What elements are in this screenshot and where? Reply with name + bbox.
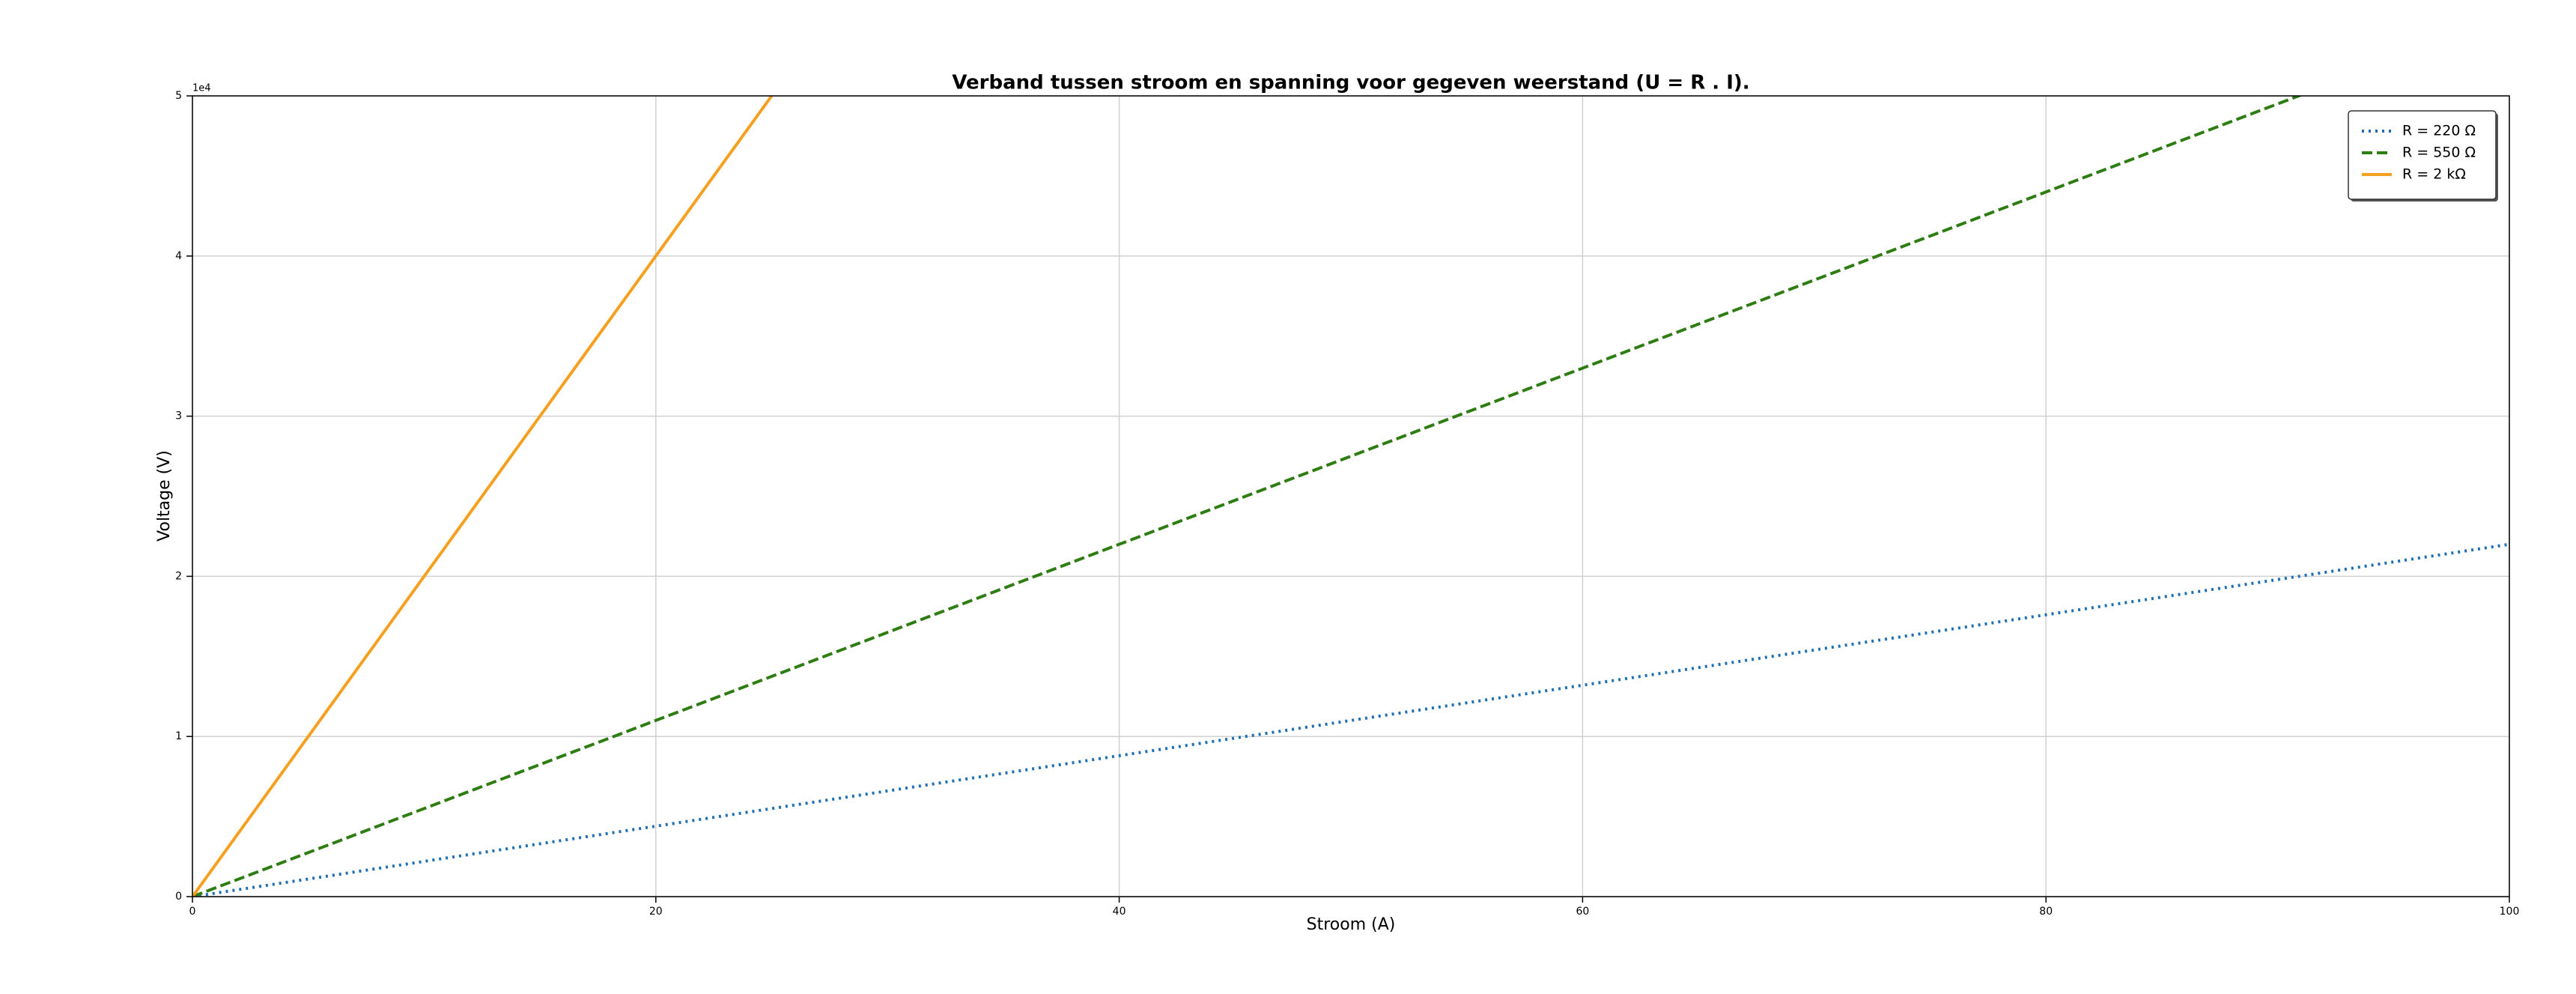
y-tick-label: 2 <box>175 570 182 582</box>
y-offset-label: 1e4 <box>192 83 211 94</box>
legend-label: R = 220 Ω <box>2402 123 2476 139</box>
y-axis-label: Voltage (V) <box>155 450 174 542</box>
legend-box <box>2348 110 2497 200</box>
data-line <box>192 542 2509 897</box>
x-tick-label: 100 <box>2500 906 2520 918</box>
x-tick-label: 60 <box>1576 906 1589 918</box>
y-tick-label: 5 <box>175 90 182 102</box>
x-tick-label: 80 <box>2039 906 2053 918</box>
x-tick-label: 0 <box>189 906 196 918</box>
chart-title: Verband tussen stroom en spanning voor g… <box>952 72 1749 94</box>
data-line <box>192 96 2303 897</box>
x-tick-label: 40 <box>1113 906 1126 918</box>
x-axis-label: Stroom (A) <box>1307 915 1396 934</box>
y-tick-label: 1 <box>175 730 182 742</box>
legend-label: R = 2 kΩ <box>2402 166 2466 183</box>
plot-frame <box>192 95 2510 897</box>
data-line <box>192 96 774 897</box>
y-tick-label: 3 <box>175 410 182 422</box>
y-tick-label: 4 <box>175 250 182 262</box>
legend-label: R = 550 Ω <box>2402 145 2476 161</box>
x-tick-label: 20 <box>649 906 663 918</box>
y-tick-label: 0 <box>175 891 182 903</box>
